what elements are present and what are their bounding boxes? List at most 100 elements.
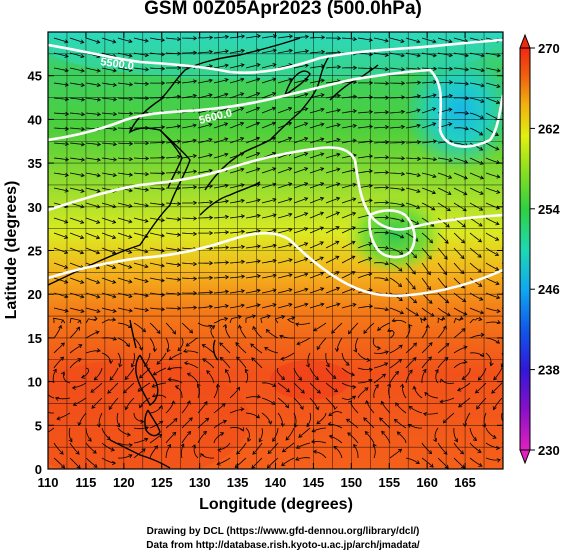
streamline bbox=[245, 427, 250, 442]
streamline bbox=[149, 434, 162, 444]
streamline bbox=[69, 457, 81, 469]
streamline-arrow bbox=[112, 68, 117, 73]
streamline bbox=[453, 292, 466, 302]
streamline bbox=[485, 142, 499, 150]
streamline bbox=[341, 139, 357, 144]
streamline bbox=[53, 342, 65, 354]
streamline-arrow bbox=[256, 63, 261, 68]
streamline-arrow bbox=[320, 122, 325, 127]
streamline bbox=[296, 442, 311, 449]
streamline-arrow bbox=[279, 334, 284, 339]
streamline-arrow bbox=[285, 388, 290, 393]
streamline bbox=[453, 442, 464, 455]
streamline-arrow bbox=[96, 142, 102, 147]
streamline bbox=[133, 307, 149, 311]
streamline-arrow bbox=[448, 39, 453, 44]
streamline bbox=[421, 37, 436, 43]
streamline bbox=[309, 123, 324, 129]
streamline-arrow bbox=[416, 108, 421, 113]
streamline-arrow bbox=[209, 290, 214, 295]
streamline bbox=[133, 247, 148, 253]
streamline bbox=[309, 108, 324, 114]
streamline bbox=[245, 199, 261, 204]
streamline bbox=[183, 350, 199, 354]
streamline bbox=[69, 344, 83, 354]
streamline bbox=[325, 241, 339, 249]
streamline-arrow bbox=[385, 125, 390, 130]
streamline-arrow bbox=[161, 186, 166, 192]
streamline-arrow bbox=[304, 107, 309, 112]
streamline bbox=[85, 37, 100, 43]
streamline-arrow bbox=[112, 279, 117, 284]
streamline-arrow bbox=[76, 464, 81, 469]
streamline-arrow bbox=[443, 270, 448, 276]
height-contours bbox=[48, 38, 503, 297]
streamline-arrow bbox=[205, 417, 210, 422]
streamline bbox=[293, 152, 308, 159]
streamline-arrow bbox=[368, 198, 373, 203]
streamline bbox=[69, 37, 84, 43]
streamline-arrow bbox=[369, 304, 374, 309]
streamline-arrow bbox=[352, 182, 357, 187]
streamline bbox=[277, 274, 293, 279]
streamline bbox=[149, 52, 165, 55]
streamline-arrow bbox=[80, 54, 85, 59]
streamline bbox=[245, 137, 260, 144]
streamline bbox=[133, 322, 146, 333]
streamline bbox=[72, 382, 87, 389]
streamline bbox=[405, 202, 420, 209]
streamline-arrow bbox=[472, 437, 477, 442]
streamline bbox=[133, 412, 144, 422]
streamline bbox=[277, 167, 292, 174]
streamline bbox=[229, 107, 244, 114]
streamline bbox=[245, 152, 260, 159]
streamline-arrow bbox=[428, 450, 433, 455]
streamline-arrow bbox=[432, 437, 437, 443]
streamline-arrow bbox=[256, 92, 261, 97]
streamline-arrow bbox=[300, 389, 305, 394]
streamline bbox=[165, 337, 169, 352]
streamline-arrow bbox=[320, 152, 325, 157]
streamline-arrow bbox=[272, 437, 277, 442]
streamline bbox=[469, 352, 484, 357]
streamline bbox=[357, 96, 373, 99]
streamline bbox=[133, 172, 149, 175]
colorbar-tick-label: 246 bbox=[538, 282, 560, 297]
streamline-arrow bbox=[240, 77, 245, 82]
streamline-arrow bbox=[347, 400, 352, 405]
streamline bbox=[501, 67, 503, 69]
streamline bbox=[181, 139, 197, 144]
streamline bbox=[381, 401, 391, 414]
streamline-arrow bbox=[224, 316, 229, 322]
streamline bbox=[149, 67, 165, 70]
streamline-arrow bbox=[56, 416, 61, 421]
streamline bbox=[469, 262, 482, 273]
streamline bbox=[53, 187, 69, 192]
streamline-arrow bbox=[193, 305, 198, 310]
streamline bbox=[366, 400, 375, 414]
streamline bbox=[213, 79, 229, 84]
streamline-arrow bbox=[427, 255, 432, 260]
streamline-arrow bbox=[209, 200, 214, 205]
streamline bbox=[421, 277, 431, 290]
streamline bbox=[133, 448, 146, 459]
streamline bbox=[181, 400, 191, 414]
streamline-arrow bbox=[140, 419, 145, 424]
streamline-arrow bbox=[454, 438, 458, 443]
streamline bbox=[229, 168, 244, 174]
streamline-arrow bbox=[479, 131, 484, 136]
streamline bbox=[251, 457, 263, 469]
streamline bbox=[325, 168, 340, 174]
streamline bbox=[453, 232, 465, 244]
streamline bbox=[229, 199, 245, 204]
streamline bbox=[78, 412, 87, 426]
streamline-arrow bbox=[141, 328, 146, 333]
streamline-arrow bbox=[252, 450, 257, 455]
streamline-arrow bbox=[433, 79, 438, 85]
streamline-arrow bbox=[193, 50, 198, 55]
streamline bbox=[69, 262, 84, 269]
streamline bbox=[69, 157, 85, 161]
streamline-arrow bbox=[193, 261, 198, 267]
streamline bbox=[373, 307, 389, 311]
streamline bbox=[453, 427, 458, 442]
